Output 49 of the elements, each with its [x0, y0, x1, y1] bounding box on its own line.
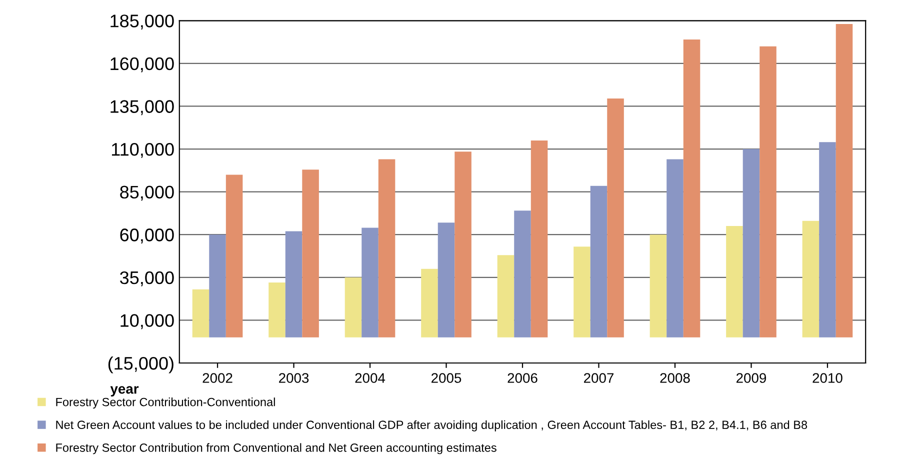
bar: [683, 39, 700, 338]
x-tick-label: 2002: [202, 373, 232, 383]
bar: [530, 140, 548, 338]
y-tick-label: 10,000: [120, 314, 174, 330]
bar: [268, 282, 286, 338]
x-tick-label: 2007: [584, 373, 614, 383]
bar: [607, 98, 624, 338]
x-tick-label: 2006: [508, 373, 538, 383]
x-tick-label: 2010: [812, 373, 842, 383]
bar: [590, 186, 608, 338]
y-tick-label: 135,000: [110, 100, 174, 116]
bar: [497, 255, 514, 338]
bar: [209, 234, 226, 338]
bar: [819, 142, 836, 338]
bar: [742, 149, 760, 338]
x-tick-label: 2005: [432, 373, 462, 383]
bar: [226, 174, 243, 338]
bar: [760, 46, 776, 338]
bar: [344, 277, 362, 338]
bar: [285, 231, 302, 338]
bar: [514, 210, 531, 338]
bar: [362, 228, 378, 338]
y-tick-label: 60,000: [120, 228, 174, 244]
x-tick-label: 2008: [660, 373, 690, 383]
y-tick-label: (15,000): [108, 356, 174, 374]
y-tick-label: 185,000: [110, 14, 174, 30]
legend-label: Forestry Sector Contribution from Conventional and Net Green accounting estimates: [56, 443, 496, 454]
y-tick-label: 85,000: [120, 186, 174, 201]
x-tick-label: 2009: [736, 373, 766, 383]
bar: [666, 159, 684, 338]
bar: [378, 159, 396, 338]
bar: [438, 222, 455, 338]
bar: [574, 246, 590, 338]
legend-label: Net Green Account values to be included under Conventional GDP after avoiding duplication , Green Account Tables- B1, B2 2, B4.1, B6 and B8: [56, 420, 808, 432]
bar: [650, 234, 667, 338]
bar: [726, 226, 743, 338]
bar: [454, 152, 472, 338]
legend-label: Forestry Sector Contribution-Conventional: [56, 398, 275, 409]
bar: [192, 289, 210, 338]
bar: [836, 24, 853, 338]
bar: [302, 170, 319, 338]
y-tick-label: 160,000: [110, 57, 174, 72]
x-tick-label: 2003: [279, 373, 309, 383]
x-tick-label: 2004: [355, 373, 386, 383]
y-tick-label: 110,000: [112, 142, 174, 158]
x-axis-title: year: [110, 386, 139, 396]
bar: [421, 268, 438, 338]
y-tick-label: 35,000: [120, 271, 174, 286]
bar: [802, 220, 820, 338]
